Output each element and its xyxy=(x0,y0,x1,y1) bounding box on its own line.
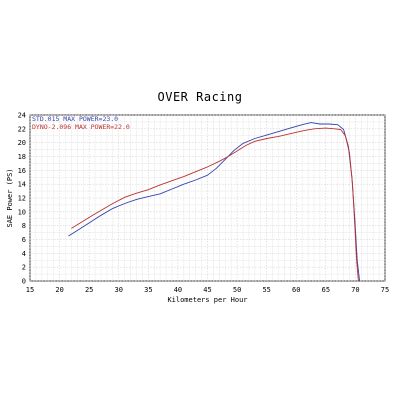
y-tick-label: 14 xyxy=(18,181,26,189)
y-tick-label: 24 xyxy=(18,112,26,120)
y-tick-label: 4 xyxy=(22,250,26,258)
grid-lines xyxy=(29,114,386,282)
y-tick-label: 8 xyxy=(22,222,26,230)
x-tick-label: 50 xyxy=(233,286,241,294)
x-axis-label: Kilometers per Hour xyxy=(167,296,247,304)
y-tick-label: 18 xyxy=(18,153,26,161)
y-tick-label: 10 xyxy=(18,208,26,216)
series-line-2 xyxy=(71,127,359,282)
x-tick-label: 65 xyxy=(322,286,330,294)
y-tick-label: 6 xyxy=(22,236,26,244)
x-tick-label: 45 xyxy=(203,286,211,294)
x-tick-label: 55 xyxy=(262,286,270,294)
y-axis-label: SAE Power (PS) xyxy=(6,168,14,227)
legend-entry-2: DYNO-2.096 MAX POWER=22.0 xyxy=(32,123,130,131)
y-tick-label: 12 xyxy=(18,195,26,203)
x-tick-label: 20 xyxy=(55,286,63,294)
x-tick-label: 25 xyxy=(85,286,93,294)
x-tick-label: 70 xyxy=(351,286,359,294)
y-tick-label: 22 xyxy=(18,125,26,133)
y-tick-label: 2 xyxy=(22,264,26,272)
x-tick-label: 75 xyxy=(381,286,389,294)
legend-entry-1: STD.015 MAX POWER=23.0 xyxy=(32,115,118,123)
x-tick-label: 40 xyxy=(174,286,182,294)
tick-labels: 15 20 25 30 35 40 45 50 55 60 65 70 7502468101214161… xyxy=(18,112,390,295)
y-tick-label: 16 xyxy=(18,167,26,175)
x-tick-label: 60 xyxy=(292,286,300,294)
x-tick-label: 15 xyxy=(26,286,34,294)
x-tick-label: 30 xyxy=(115,286,123,294)
series-line-1 xyxy=(68,122,361,282)
y-tick-label: 20 xyxy=(18,139,26,147)
y-tick-label: 0 xyxy=(22,278,26,286)
chart-title: OVER Racing xyxy=(157,90,243,104)
series-lines xyxy=(68,122,361,282)
x-tick-label: 35 xyxy=(144,286,152,294)
